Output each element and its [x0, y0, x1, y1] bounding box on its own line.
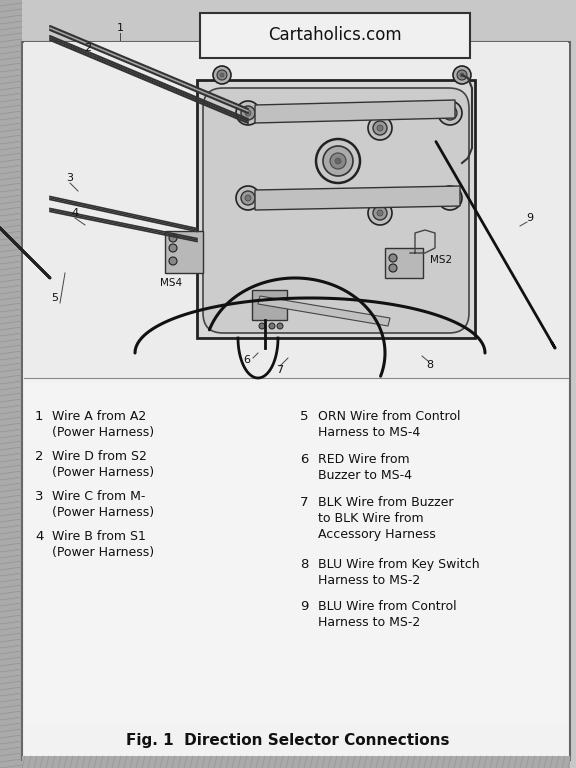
Text: 8: 8 — [426, 360, 434, 370]
Text: 3: 3 — [66, 173, 74, 183]
Text: Accessory Harness: Accessory Harness — [318, 528, 436, 541]
Circle shape — [460, 73, 464, 77]
Circle shape — [447, 110, 453, 116]
Circle shape — [220, 73, 224, 77]
Circle shape — [438, 186, 462, 210]
Text: Harness to MS-4: Harness to MS-4 — [318, 426, 420, 439]
Circle shape — [377, 125, 383, 131]
Text: 1: 1 — [35, 410, 44, 423]
Text: 6: 6 — [244, 355, 251, 365]
Text: 3: 3 — [35, 490, 44, 503]
Circle shape — [217, 70, 227, 80]
Circle shape — [236, 101, 260, 125]
Text: (Power Harness): (Power Harness) — [52, 466, 154, 479]
Text: Wire C from M-: Wire C from M- — [52, 490, 145, 503]
FancyBboxPatch shape — [385, 248, 423, 278]
Circle shape — [213, 66, 231, 84]
Text: RED Wire from: RED Wire from — [318, 453, 410, 466]
FancyBboxPatch shape — [0, 0, 22, 768]
Circle shape — [245, 110, 251, 116]
Circle shape — [453, 66, 471, 84]
Circle shape — [443, 106, 457, 120]
Text: (Power Harness): (Power Harness) — [52, 546, 154, 559]
FancyBboxPatch shape — [24, 42, 568, 378]
Circle shape — [277, 323, 283, 329]
FancyBboxPatch shape — [197, 80, 475, 338]
Circle shape — [316, 139, 360, 183]
Text: 5: 5 — [51, 293, 59, 303]
FancyBboxPatch shape — [200, 13, 470, 58]
Circle shape — [245, 195, 251, 201]
Circle shape — [169, 234, 177, 242]
FancyBboxPatch shape — [22, 756, 570, 768]
Text: 8: 8 — [300, 558, 308, 571]
Text: ORN Wire from Control: ORN Wire from Control — [318, 410, 460, 423]
Circle shape — [241, 191, 255, 205]
Text: BLU Wire from Control: BLU Wire from Control — [318, 600, 457, 613]
Text: 2: 2 — [35, 450, 44, 463]
Circle shape — [457, 70, 467, 80]
Text: (Power Harness): (Power Harness) — [52, 426, 154, 439]
FancyBboxPatch shape — [203, 88, 469, 333]
Text: Fig. 1  Direction Selector Connections: Fig. 1 Direction Selector Connections — [126, 733, 450, 747]
Circle shape — [438, 101, 462, 125]
Text: BLU Wire from Key Switch: BLU Wire from Key Switch — [318, 558, 480, 571]
Text: 7: 7 — [300, 496, 309, 509]
Text: Wire D from S2: Wire D from S2 — [52, 450, 147, 463]
FancyBboxPatch shape — [165, 231, 203, 273]
Text: 6: 6 — [300, 453, 308, 466]
Text: 7: 7 — [276, 365, 283, 375]
Text: to BLK Wire from: to BLK Wire from — [318, 512, 423, 525]
Circle shape — [241, 106, 255, 120]
Circle shape — [447, 195, 453, 201]
Text: (Power Harness): (Power Harness) — [52, 506, 154, 519]
Text: BLK Wire from Buzzer: BLK Wire from Buzzer — [318, 496, 453, 509]
Text: MS2: MS2 — [430, 255, 452, 265]
Text: Cartaholics.com: Cartaholics.com — [268, 26, 402, 44]
FancyBboxPatch shape — [252, 290, 287, 320]
Text: Harness to MS-2: Harness to MS-2 — [318, 574, 420, 587]
Circle shape — [377, 210, 383, 216]
Circle shape — [373, 121, 387, 135]
Circle shape — [169, 257, 177, 265]
Text: 4: 4 — [35, 530, 43, 543]
Text: Wire B from S1: Wire B from S1 — [52, 530, 146, 543]
Text: Wire A from A2: Wire A from A2 — [52, 410, 146, 423]
Circle shape — [389, 264, 397, 272]
Text: 9: 9 — [300, 600, 308, 613]
FancyBboxPatch shape — [22, 42, 570, 760]
Text: 4: 4 — [71, 208, 78, 218]
Circle shape — [335, 158, 341, 164]
Circle shape — [443, 191, 457, 205]
Text: 1: 1 — [116, 23, 123, 33]
Text: Buzzer to MS-4: Buzzer to MS-4 — [318, 469, 412, 482]
Text: 5: 5 — [300, 410, 309, 423]
Text: MS4: MS4 — [160, 278, 182, 288]
Circle shape — [169, 244, 177, 252]
Circle shape — [259, 323, 265, 329]
Circle shape — [236, 186, 260, 210]
Text: 2: 2 — [85, 43, 92, 53]
Polygon shape — [258, 296, 390, 326]
Circle shape — [368, 201, 392, 225]
Polygon shape — [255, 100, 455, 123]
Polygon shape — [255, 186, 460, 210]
Circle shape — [389, 254, 397, 262]
Circle shape — [323, 146, 353, 176]
Text: 9: 9 — [526, 213, 533, 223]
Text: Harness to MS-2: Harness to MS-2 — [318, 616, 420, 629]
Circle shape — [330, 153, 346, 169]
Circle shape — [269, 323, 275, 329]
Circle shape — [373, 206, 387, 220]
FancyBboxPatch shape — [24, 383, 568, 723]
Circle shape — [368, 116, 392, 140]
